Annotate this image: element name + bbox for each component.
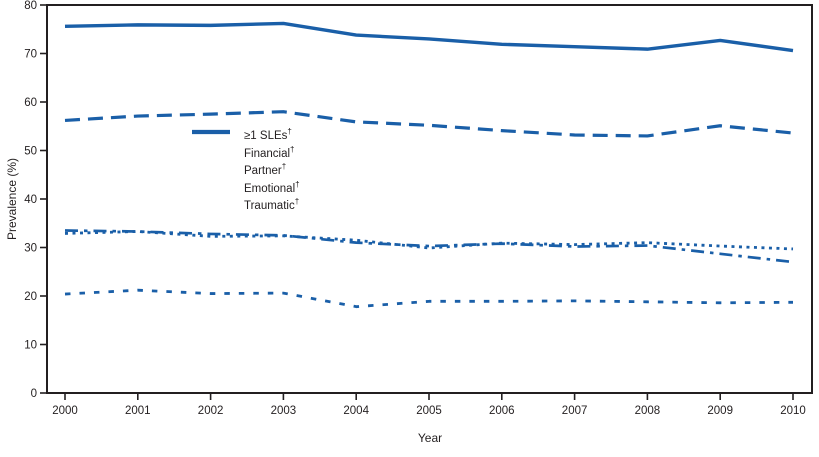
y-tick-label: 20 <box>24 291 37 303</box>
x-tick-label: 2005 <box>416 405 442 417</box>
x-tick-label: 2000 <box>52 405 78 417</box>
x-tick-label: 2008 <box>635 405 661 417</box>
legend-label: ≥1 SLEs† <box>244 127 292 142</box>
y-tick-label: 40 <box>24 194 37 206</box>
x-axis-title: Year <box>417 431 443 445</box>
y-tick-label: 80 <box>24 0 37 12</box>
chart-legend: ≥1 SLEs† Financial† Partner† Emotional† Trau… <box>192 128 300 216</box>
line-series-traumatic <box>64 288 794 309</box>
legend-item: Financial† <box>192 130 300 164</box>
x-tick-label: 2007 <box>562 405 588 417</box>
y-tick-label: 30 <box>24 243 37 255</box>
long-dash-line-icon <box>192 130 236 158</box>
x-tick-label: 2001 <box>125 405 151 417</box>
y-tick-label: 50 <box>24 146 37 158</box>
legend-label: Emotional† <box>244 179 300 195</box>
y-tick-label: 0 <box>31 388 37 400</box>
line-series-partner <box>64 229 794 264</box>
y-tick-label: 60 <box>24 97 37 109</box>
y-axis-title: Prevalence (%) <box>5 157 19 241</box>
line-series--1-sles <box>64 21 794 53</box>
y-tick-label: 10 <box>24 340 37 352</box>
y-tick-label: 70 <box>24 49 37 61</box>
x-tick-label: 2009 <box>707 405 733 417</box>
x-tick-label: 2002 <box>198 405 224 417</box>
x-tick-label: 2006 <box>489 405 515 417</box>
line-series-financial <box>64 110 794 138</box>
legend-label: Financial† <box>244 144 295 160</box>
legend-item: Partner† <box>192 130 300 181</box>
x-tick-label: 2004 <box>343 405 369 417</box>
legend-label: Traumatic† <box>244 197 300 212</box>
plot-border <box>46 4 813 394</box>
legend-item: Emotional† <box>192 130 300 199</box>
x-tick-label: 2003 <box>271 405 297 417</box>
legend-label: Partner† <box>244 162 287 177</box>
dash-dot-line-icon <box>192 130 236 176</box>
legend-item: Traumatic† <box>192 130 300 216</box>
x-tick-label: 2010 <box>780 405 806 417</box>
dotted-line-icon <box>192 130 236 193</box>
short-dash-line-icon <box>192 130 236 211</box>
line-series-emotional <box>64 230 794 251</box>
